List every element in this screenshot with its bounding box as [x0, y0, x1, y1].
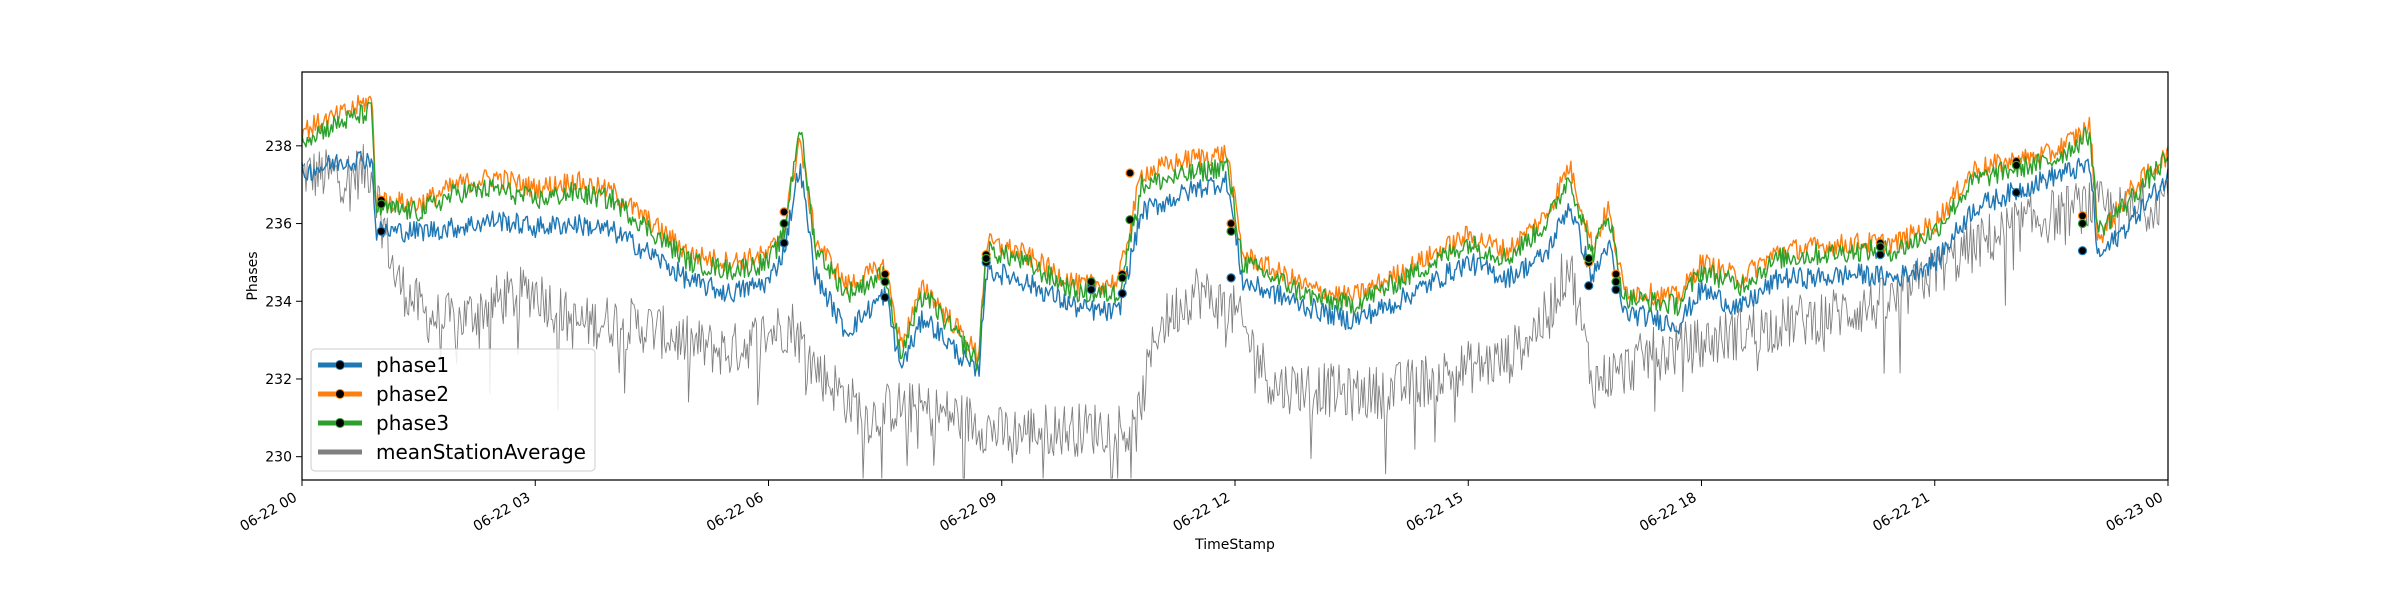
marker-phase3-7 — [1226, 226, 1236, 236]
x-axis-label: TimeStamp — [1194, 537, 1275, 553]
marker-phase1-1 — [779, 238, 789, 248]
legend-label-phase2: phase2 — [376, 382, 449, 406]
marker-phase1-6 — [1226, 273, 1236, 283]
y-tick-label-4: 238 — [265, 139, 292, 155]
marker-phase2-2 — [880, 269, 890, 279]
legend-label-meanStationAverage: meanStationAverage — [376, 440, 586, 464]
marker-phase2-12 — [2077, 211, 2088, 221]
marker-phase3-3 — [981, 253, 991, 264]
marker-phase1-11 — [2077, 246, 2088, 256]
legend-marker-phase3 — [335, 418, 345, 428]
marker-phase2-7 — [1226, 218, 1236, 229]
marker-layer — [376, 156, 2088, 302]
y-tick-label-2: 234 — [265, 294, 292, 310]
marker-phase3-10 — [1875, 242, 1885, 252]
legend: phase1 phase2 phase3 meanStationAverage — [310, 348, 596, 472]
legend-label-phase3: phase3 — [376, 411, 449, 435]
marker-phase1-9 — [1875, 250, 1885, 260]
marker-phase3-2 — [880, 277, 890, 287]
legend-label-phase1: phase1 — [376, 353, 449, 377]
marker-phase3-11 — [2011, 160, 2022, 170]
marker-phase1-7 — [1584, 281, 1594, 291]
y-axis: 230 232 234 236 238 — [265, 139, 302, 466]
marker-phase3-1 — [779, 218, 789, 229]
marker-phase2-1 — [779, 207, 789, 217]
series-line-meanStationAverage — [301, 143, 2169, 479]
legend-marker-phase1 — [335, 360, 345, 370]
marker-phase3-9 — [1611, 277, 1621, 287]
series-line-phase3 — [301, 102, 2169, 371]
marker-phase3-5 — [1117, 273, 1127, 283]
marker-phase1-8 — [1611, 285, 1621, 295]
marker-phase1-4 — [1086, 285, 1096, 295]
marker-phase3-12 — [2077, 218, 2088, 229]
marker-phase3-6 — [1125, 215, 1135, 225]
legend-marker-phase2 — [335, 389, 345, 399]
marker-phase1-2 — [880, 292, 890, 302]
legend-box — [310, 348, 596, 472]
marker-phase3-8 — [1584, 253, 1594, 264]
marker-phase2-9 — [1611, 269, 1621, 279]
y-tick-label-3: 236 — [265, 217, 292, 233]
y-tick-label-1: 232 — [265, 372, 292, 388]
marker-phase1-10 — [2011, 187, 2022, 198]
y-axis-label: Phases — [245, 251, 261, 300]
marker-phase1-0 — [376, 226, 386, 236]
y-tick-label-0: 230 — [265, 450, 292, 466]
marker-phase3-4 — [1086, 277, 1096, 287]
marker-phase2-6 — [1125, 168, 1135, 178]
marker-phase1-5 — [1117, 288, 1127, 299]
marker-phase3-0 — [376, 199, 386, 209]
